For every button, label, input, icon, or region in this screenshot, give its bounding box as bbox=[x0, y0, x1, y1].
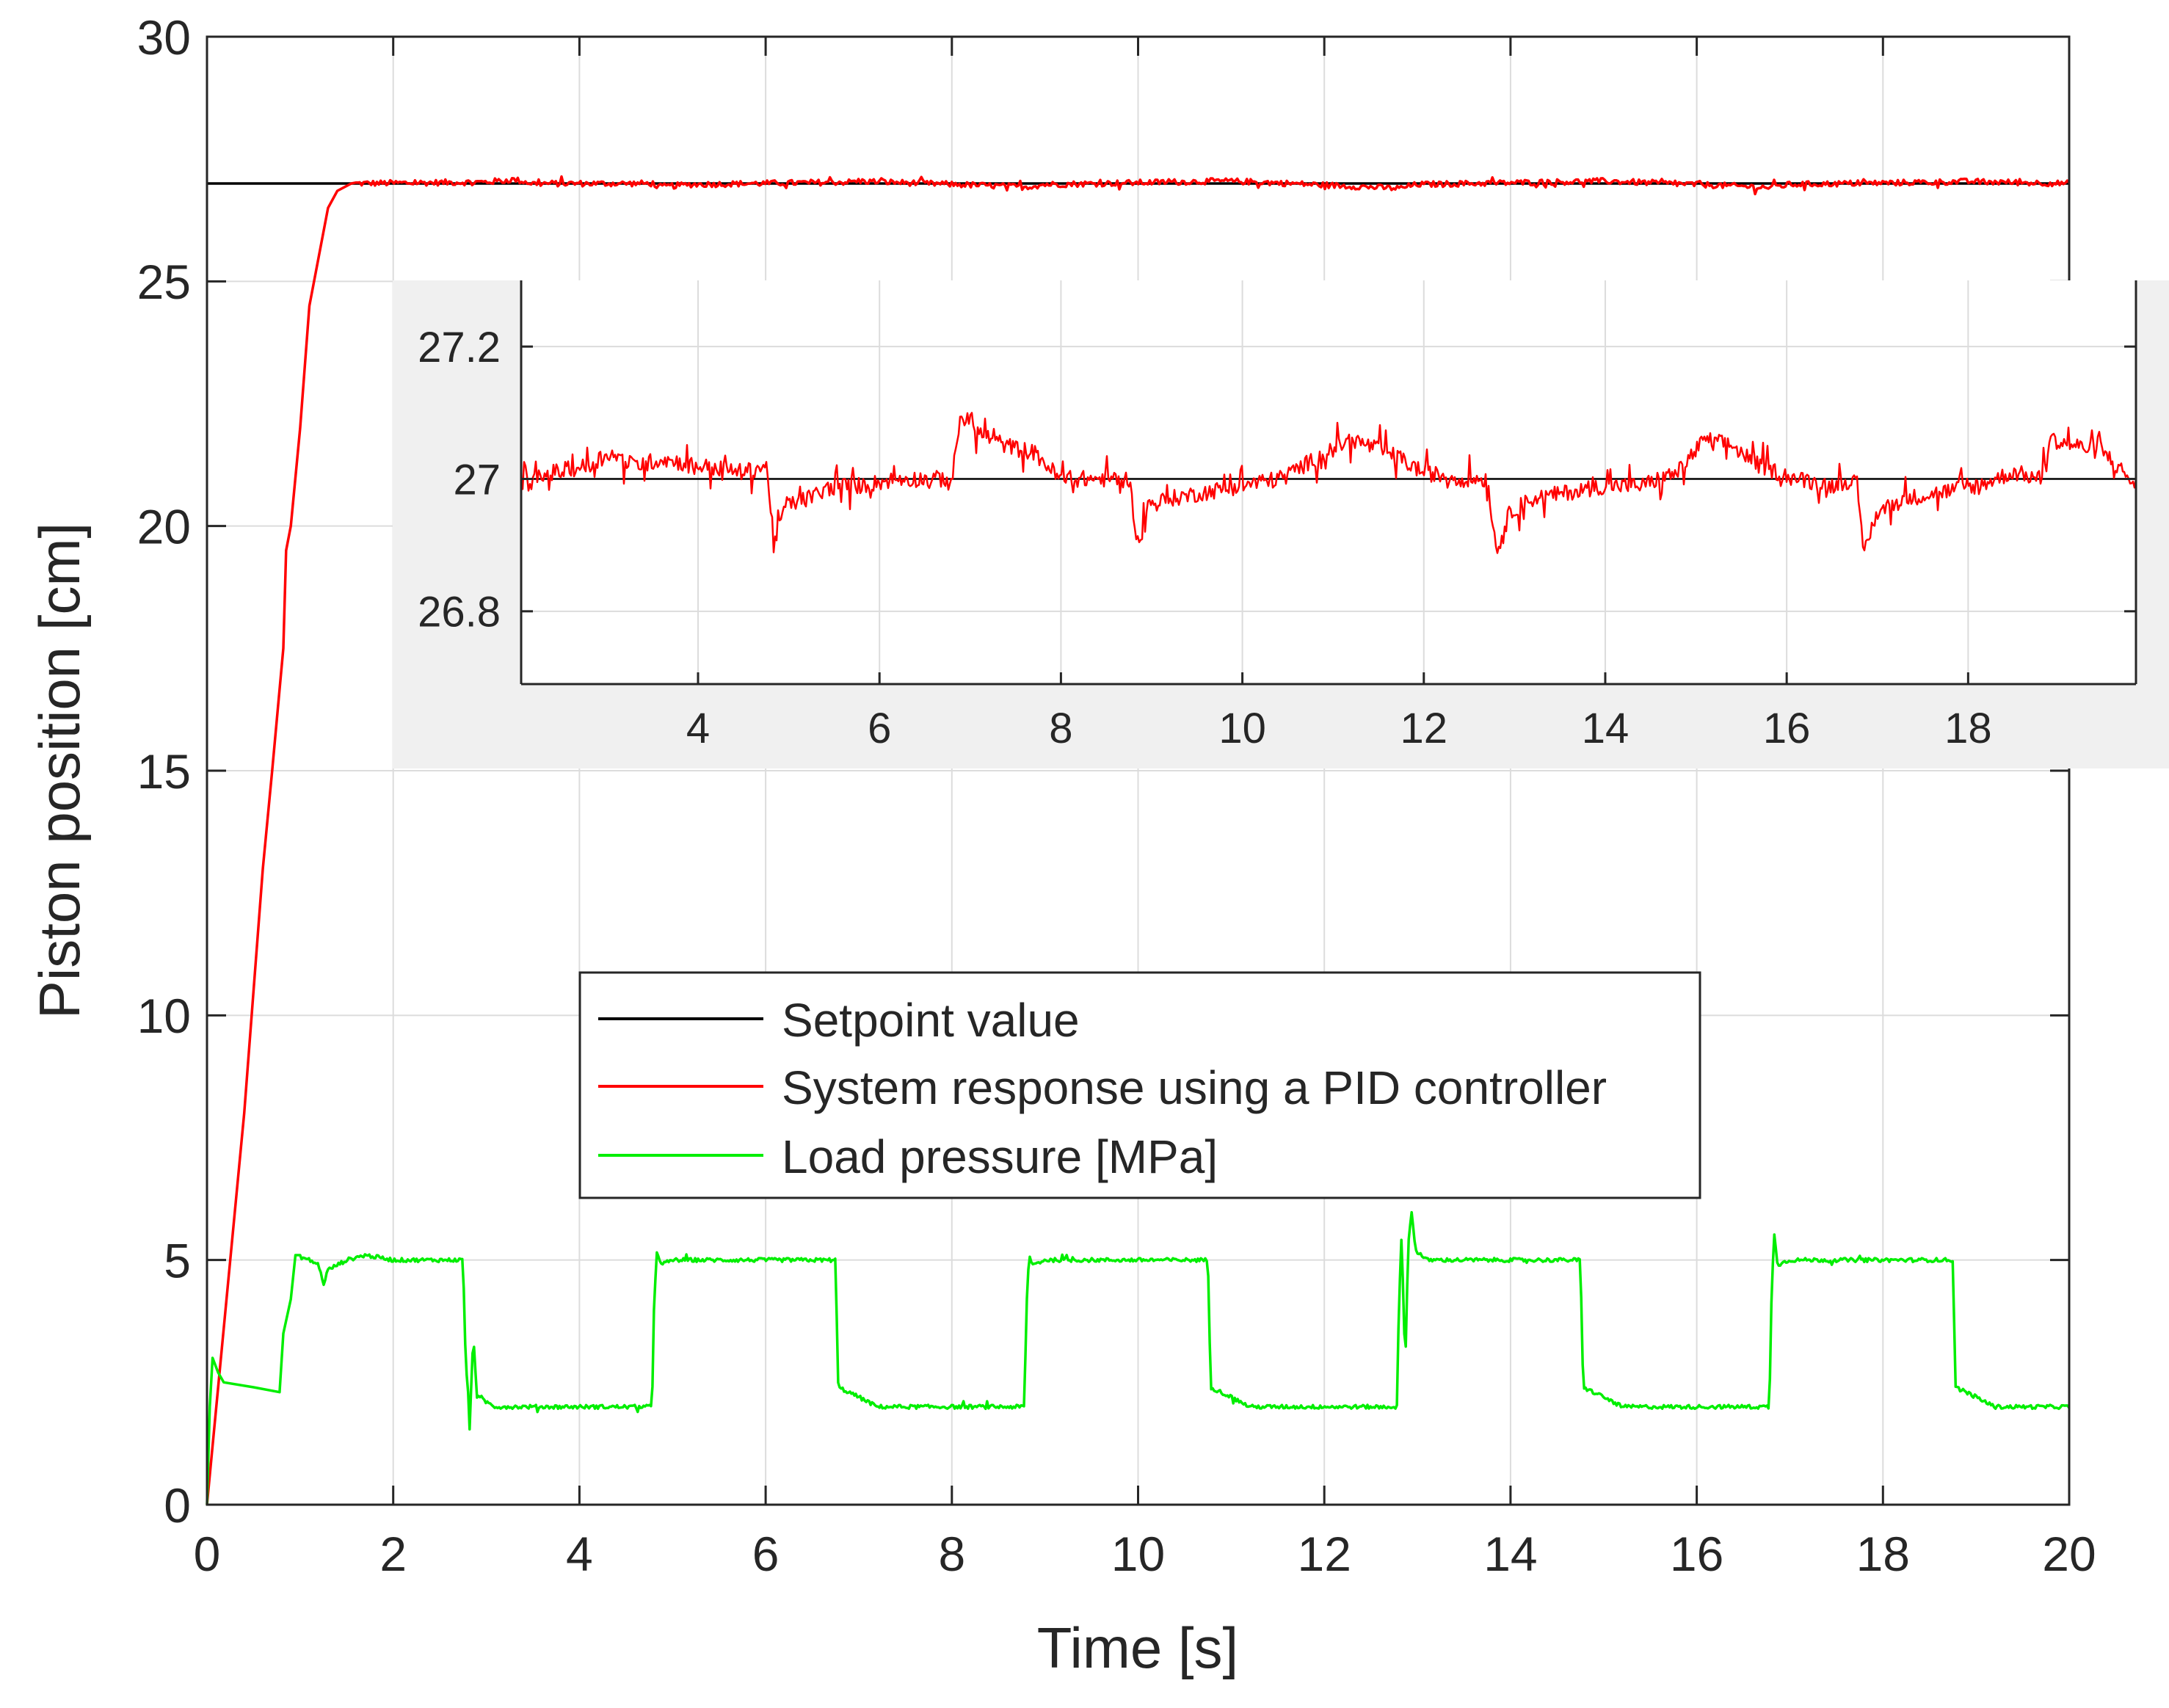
main-ticks bbox=[206, 35, 2071, 1506]
main-series-load-pressure-mpa bbox=[206, 1210, 2071, 1505]
main-xtick-label: 8 bbox=[938, 1527, 965, 1581]
main-xtick-label: 0 bbox=[194, 1527, 221, 1581]
main-xtick-label: 12 bbox=[1297, 1527, 1351, 1581]
main-ytick-label: 15 bbox=[137, 744, 191, 799]
main-xtick-label: 6 bbox=[752, 1527, 780, 1581]
inset-xtick-label: 12 bbox=[1400, 705, 1448, 752]
inset-xtick-label: 6 bbox=[868, 705, 891, 752]
main-ytick-label: 5 bbox=[164, 1233, 191, 1287]
inset-series bbox=[520, 412, 2137, 554]
main-xtick-label: 10 bbox=[1111, 1527, 1165, 1581]
legend-label-pid: System response using a PID controller bbox=[782, 1061, 1607, 1114]
main-ytick-label: 10 bbox=[137, 989, 191, 1043]
y-axis-label: Piston position [cm] bbox=[27, 523, 92, 1019]
main-ytick-label: 25 bbox=[137, 255, 191, 309]
legend: Setpoint value System response using a P… bbox=[578, 971, 1701, 1199]
inset-xtick-label: 10 bbox=[1218, 705, 1266, 752]
main-xtick-label: 16 bbox=[1670, 1527, 1723, 1581]
inset-xtick-label: 14 bbox=[1582, 705, 1630, 752]
main-series-system-response-using-a-pid-controller bbox=[206, 175, 2071, 1505]
inset-ytick-label: 27 bbox=[453, 456, 501, 504]
inset-ytick-label: 27.2 bbox=[418, 324, 501, 371]
inset-xtick-labels: 4 6 8 10 12 14 16 18 bbox=[686, 705, 1992, 752]
inset-ticks bbox=[521, 345, 2136, 684]
legend-box bbox=[578, 971, 1701, 1199]
inset-xtick-label: 4 bbox=[686, 705, 710, 752]
main-xtick-label: 20 bbox=[2042, 1527, 2096, 1581]
legend-label-setpoint: Setpoint value bbox=[782, 994, 1080, 1047]
main-xtick-label: 14 bbox=[1483, 1527, 1537, 1581]
main-series bbox=[206, 175, 2071, 1505]
inset-ytick-label: 26.8 bbox=[418, 589, 501, 636]
inset-plot-area bbox=[521, 280, 2136, 684]
main-ytick-label: 20 bbox=[137, 499, 191, 553]
main-xtick-label: 4 bbox=[566, 1527, 593, 1581]
inset-ytick-labels: 26.8 27 27.2 bbox=[418, 324, 501, 636]
main-ytick-label: 0 bbox=[164, 1478, 191, 1533]
inset-xtick-label: 8 bbox=[1049, 705, 1072, 752]
inset-series-system-response-using-a-pid-controller bbox=[520, 412, 2137, 554]
x-axis-label: Time [s] bbox=[1037, 1616, 1238, 1680]
inset-axes: 4 6 8 10 12 14 16 18 26.8 27 27.2 bbox=[393, 280, 2169, 768]
inset-xtick-label: 18 bbox=[1944, 705, 1992, 752]
main-ytick-label: 30 bbox=[137, 10, 191, 65]
inset-xtick-label: 16 bbox=[1763, 705, 1811, 752]
legend-label-load-pressure: Load pressure [MPa] bbox=[782, 1130, 1218, 1183]
main-xtick-label: 2 bbox=[379, 1527, 407, 1581]
main-ytick-labels: 0 5 10 15 20 25 30 bbox=[137, 10, 191, 1533]
main-xtick-labels: 0 2 4 6 8 10 12 14 16 18 20 bbox=[194, 1527, 2096, 1581]
main-xtick-label: 18 bbox=[1856, 1527, 1910, 1581]
